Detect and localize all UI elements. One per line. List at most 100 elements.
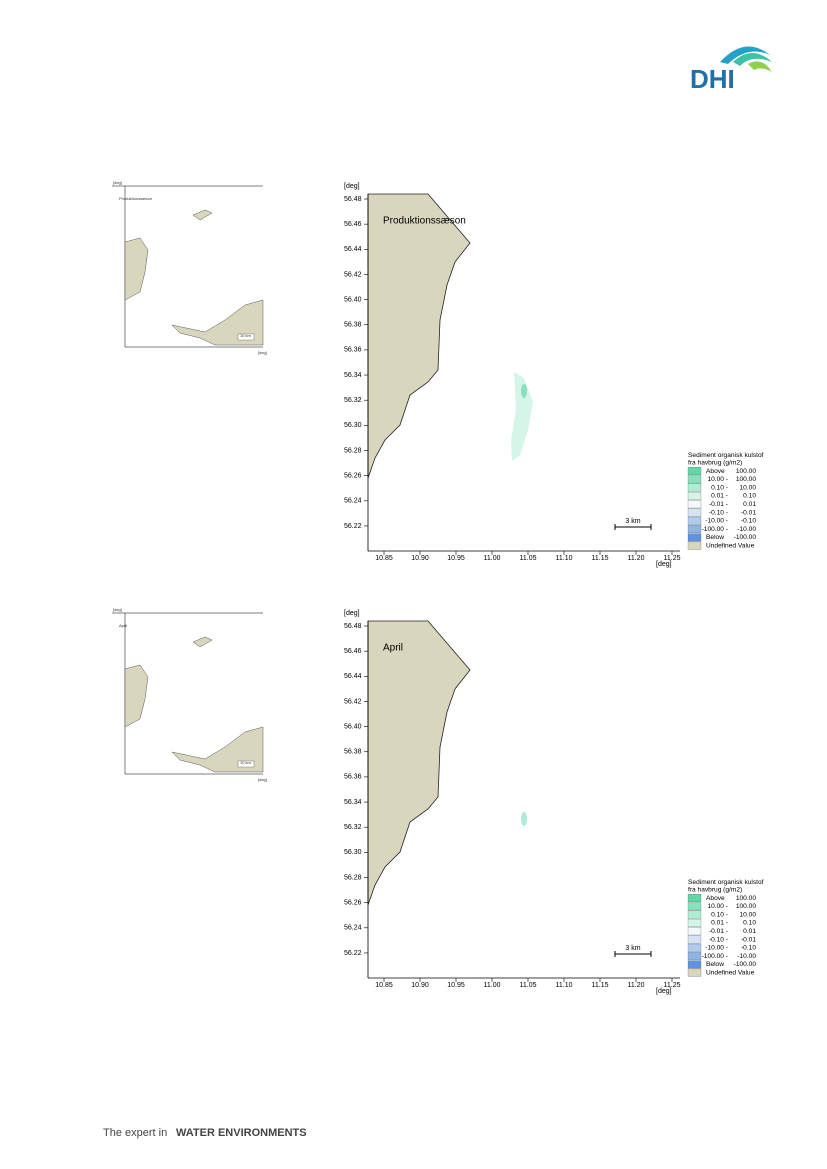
legend-range-to: 0.10 [743,920,756,927]
legend-swatch [687,541,702,550]
legend-range-from: -0.01 - [709,928,728,935]
y-tick-label: 56.36 [344,347,362,354]
y-tick-label: 56.40 [344,723,362,730]
x-unit: [deg] [656,988,672,995]
x-tick-label: 10.90 [411,555,429,562]
x-tick-label: 10.95 [447,555,465,562]
overview-scale: 10 km [240,760,252,765]
overview-unit: [deg] [258,777,267,782]
legend-range-from: Above [706,895,725,902]
legend-range-from: -0.10 - [709,509,728,516]
legend-range-to: -10.00 [737,953,756,960]
overview-title: April [119,623,127,628]
legend-title: Sediment organisk kulstof [688,452,764,459]
legend-swatch [687,491,702,500]
x-tick-label: 10.95 [447,982,465,989]
legend-range-from: 0.01 - [711,493,728,500]
logo: DHI [690,46,772,94]
legend-swatch [687,475,702,484]
legend-swatch [687,902,702,911]
overview-unit: [deg] [258,350,267,355]
figure: [deg] [deg] April 10 km [deg] [deg] 56.48 56.46… [112,607,764,995]
footer-lead: The expert in [103,1127,167,1139]
x-tick-label: 11.20 [628,982,645,989]
x-tick-label: 10.90 [411,982,429,989]
y-tick-label: 56.26 [344,472,362,479]
overview-scale-box [237,760,255,768]
legend-swatch [687,467,702,475]
legend-swatch [687,525,702,534]
legend-swatch [687,952,702,961]
y-tick-label: 56.44 [344,246,362,253]
y-tick-label: 56.36 [344,774,362,781]
legend-swatch [687,483,702,492]
overview-land [124,237,149,301]
overview-land [124,664,149,728]
y-tick-label: 56.38 [344,322,362,329]
legend-swatch [687,960,702,969]
legend-range-from: 0.10 - [711,911,728,918]
y-tick-label: 56.42 [344,698,362,705]
legend-swatch [687,968,702,977]
legend-range-from: -100.00 - [702,526,728,533]
legend-range-from: 10.00 - [707,903,728,910]
overview-map: [deg] [deg] Produktionssæson 10 km [112,180,267,355]
legend-range-to: 0.01 [743,501,756,508]
scale-label: 3 km [625,945,640,952]
y-tick-label: 56.30 [344,849,362,856]
x-tick-label: 11.15 [592,555,609,562]
map-title: April [383,643,403,654]
x-tick-label: 11.25 [664,555,681,562]
overview-scale: 10 km [240,333,252,338]
legend-range-from: -100.00 - [702,953,728,960]
logo-text: DHI [690,64,735,94]
overview-unit: [deg] [113,180,122,185]
overview-land [171,299,264,346]
legend-range-from: 0.01 - [711,920,728,927]
legend-range-to: 0.01 [743,928,756,935]
y-tick-label: 56.22 [344,523,362,530]
x-tick-label: 11.05 [520,555,537,562]
y-tick-label: 56.48 [344,196,362,203]
legend-range-to: 10.00 [739,911,756,918]
y-tick-label: 56.24 [344,925,362,932]
y-tick-label: 56.34 [344,372,362,379]
main-map: [deg] [deg] 56.48 56.46 56.44 56.42 56.40 56.38… [344,610,764,995]
legend-range-to: -0.10 [741,945,756,952]
legend-range-from: Above [706,468,725,475]
legend-range-to: 100.00 [736,476,757,483]
legend-range-to: 0.10 [743,493,756,500]
legend-range-to: -100.00 [734,534,757,541]
x-unit: [deg] [656,561,672,568]
y-tick-label: 56.32 [344,824,362,831]
y-tick-label: 56.40 [344,296,362,303]
scale-label: 3 km [625,518,640,525]
legend-swatch [687,943,702,952]
land [367,193,471,479]
x-tick-label: 10.85 [375,982,393,989]
plume [511,372,533,461]
legend-swatch [687,516,702,525]
plume [521,812,527,826]
map-title: Produktionssæson [383,216,466,227]
legend-range-to: -10.00 [737,526,756,533]
legend-range-to: 10.00 [739,484,756,491]
y-tick-label: 56.34 [344,799,362,806]
legend-range-to: 100.00 [736,895,757,902]
y-tick-label: 56.24 [344,498,362,505]
legend-range-from: 10.00 - [707,476,728,483]
legend-swatch [687,533,702,542]
legend-range-from: -10.00 - [705,518,728,525]
overview-scale-box [237,333,255,341]
legend-title: fra havbrug (g/m2) [688,459,742,466]
x-tick-label: 11.00 [484,982,501,989]
legend-swatch [687,500,702,509]
x-tick-label: 11.10 [556,982,573,989]
main-map: [deg] [deg] 56.48 56.46 56.44 56.42 56.40 56.38… [344,183,764,568]
overview-map: [deg] [deg] April 10 km [112,607,267,782]
plume-core [521,384,527,398]
